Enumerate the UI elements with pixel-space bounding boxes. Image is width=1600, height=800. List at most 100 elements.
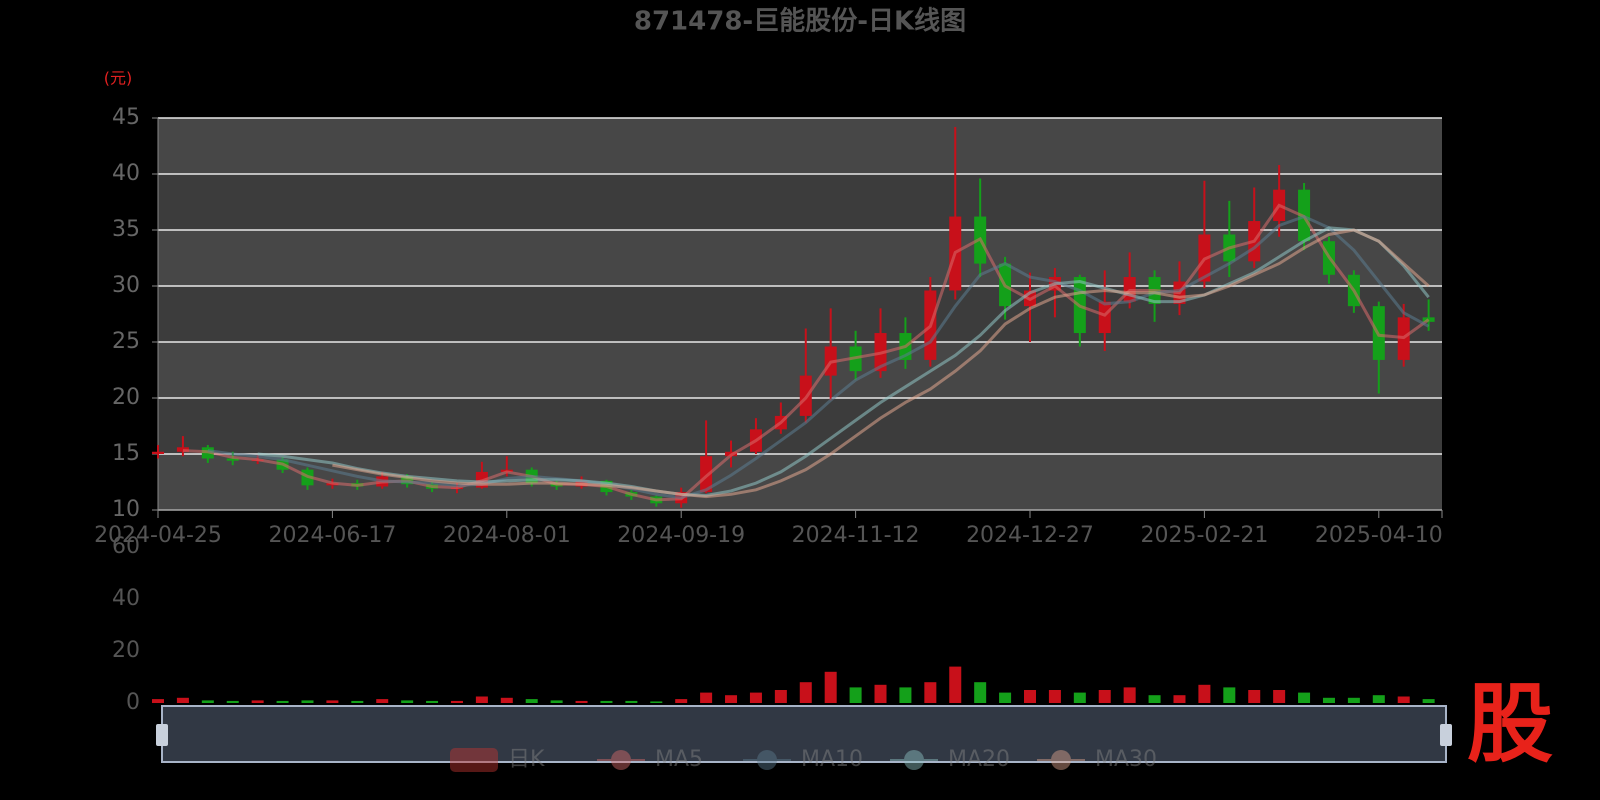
volume-bar xyxy=(924,682,937,703)
volume-bar xyxy=(650,701,663,703)
volume-bar xyxy=(1024,690,1036,703)
volume-y-tick-label: 0 xyxy=(126,690,140,715)
split-area xyxy=(158,454,1442,510)
slider-handle-left[interactable] xyxy=(156,724,168,746)
volume-bar xyxy=(1198,684,1211,703)
x-tick-label: 2025-02-21 xyxy=(1140,523,1268,548)
volume-bar xyxy=(276,700,289,703)
x-tick-label: 2024-09-19 xyxy=(617,523,745,548)
volume-bar xyxy=(401,700,414,703)
volume-bar xyxy=(725,695,738,703)
volume-bar xyxy=(600,700,613,703)
volume-bar xyxy=(426,700,439,703)
y-tick-label: 10 xyxy=(112,497,140,522)
volume-bar xyxy=(700,692,713,703)
volume-bar xyxy=(201,700,214,703)
volume-bar xyxy=(849,687,862,703)
legend-label: 日K xyxy=(508,747,545,772)
volume-bar xyxy=(226,700,239,703)
chart-title: 871478-巨能股份-日K线图 xyxy=(634,6,966,37)
volume-bar xyxy=(675,699,688,703)
volume-bar xyxy=(301,700,314,703)
volume-bar xyxy=(1148,695,1161,703)
candle-body xyxy=(1098,301,1111,334)
legend-item[interactable]: MA10 xyxy=(743,747,863,772)
y-tick-label: 35 xyxy=(112,217,140,242)
legend-icon xyxy=(611,750,631,770)
volume-bar xyxy=(575,700,588,703)
y-tick-label: 25 xyxy=(112,329,140,354)
split-area xyxy=(158,174,1442,230)
y-tick-label: 15 xyxy=(112,441,140,466)
volume-bar xyxy=(1347,697,1360,703)
legend-icon xyxy=(904,750,924,770)
volume-bar xyxy=(351,700,364,703)
legend-item[interactable]: MA30 xyxy=(1037,747,1157,772)
volume-bar xyxy=(1173,695,1186,703)
x-tick-label: 2024-12-27 xyxy=(966,523,1094,548)
volume-bar xyxy=(899,687,912,703)
volume-bar xyxy=(1422,699,1435,703)
ma-line xyxy=(332,228,1430,499)
watermark-logo: 股 xyxy=(1467,674,1553,774)
volume-bar xyxy=(1098,690,1111,703)
legend-label: MA30 xyxy=(1095,747,1157,772)
candle-body xyxy=(1422,317,1435,322)
x-tick-label: 2024-06-17 xyxy=(268,523,396,548)
legend-icon xyxy=(450,748,498,772)
volume-y-tick-label: 40 xyxy=(112,586,140,611)
candle-body xyxy=(700,456,713,493)
volume-bar xyxy=(1048,690,1061,703)
legend-label: MA20 xyxy=(948,747,1010,772)
legend-item[interactable]: MA20 xyxy=(890,747,1010,772)
volume-bar xyxy=(1322,697,1335,703)
volume-bar xyxy=(176,697,189,703)
split-areas xyxy=(158,118,1442,510)
volume-bar xyxy=(1397,696,1410,703)
volume-bar xyxy=(1273,690,1286,703)
legend-label: MA10 xyxy=(801,747,863,772)
volume-bar xyxy=(475,696,488,703)
volume-bar xyxy=(1073,692,1086,703)
volume-bar xyxy=(625,700,638,703)
x-tick-label: 2024-11-12 xyxy=(792,523,920,548)
split-area xyxy=(158,118,1442,174)
split-area xyxy=(158,286,1442,342)
volume-bar xyxy=(824,671,837,703)
volume-bar xyxy=(874,684,887,703)
volume-bar xyxy=(376,699,389,703)
volume-bar xyxy=(774,690,787,703)
volume-bar xyxy=(1248,690,1261,703)
volume-bar xyxy=(749,692,762,703)
volume-bar xyxy=(1372,695,1385,703)
volume-y-tick-label: 60 xyxy=(112,534,140,559)
volume-bar xyxy=(999,692,1012,703)
y-tick-label: 45 xyxy=(112,105,140,130)
ma-line xyxy=(257,226,1430,497)
x-tick-label: 2024-04-25 xyxy=(94,523,222,548)
legend-label: MA5 xyxy=(655,747,703,772)
slider-handle-right[interactable] xyxy=(1440,724,1452,746)
legend-item[interactable]: 日K xyxy=(450,747,545,772)
legend-icon xyxy=(757,750,777,770)
volume-bar xyxy=(799,682,812,703)
volume-bar xyxy=(1298,692,1311,703)
volume-bar xyxy=(1223,687,1236,703)
volume-bar xyxy=(974,682,987,703)
ma-line xyxy=(207,214,1430,500)
volume-bar xyxy=(949,666,962,703)
volume-bar xyxy=(450,700,463,703)
legend-item[interactable]: MA5 xyxy=(597,747,703,772)
candle-body xyxy=(176,447,189,452)
volume-bar xyxy=(1123,687,1136,703)
y-tick-label: 40 xyxy=(112,161,140,186)
y-tick-label: 30 xyxy=(112,273,140,298)
y-tick-label: 20 xyxy=(112,385,140,410)
y-axis-unit: (元) xyxy=(104,69,133,88)
volume-bar xyxy=(525,699,538,703)
volume-bar xyxy=(550,700,563,703)
volume-bar xyxy=(251,700,264,703)
volume-y-tick-label: 20 xyxy=(112,638,140,663)
volume-bar xyxy=(152,699,164,703)
